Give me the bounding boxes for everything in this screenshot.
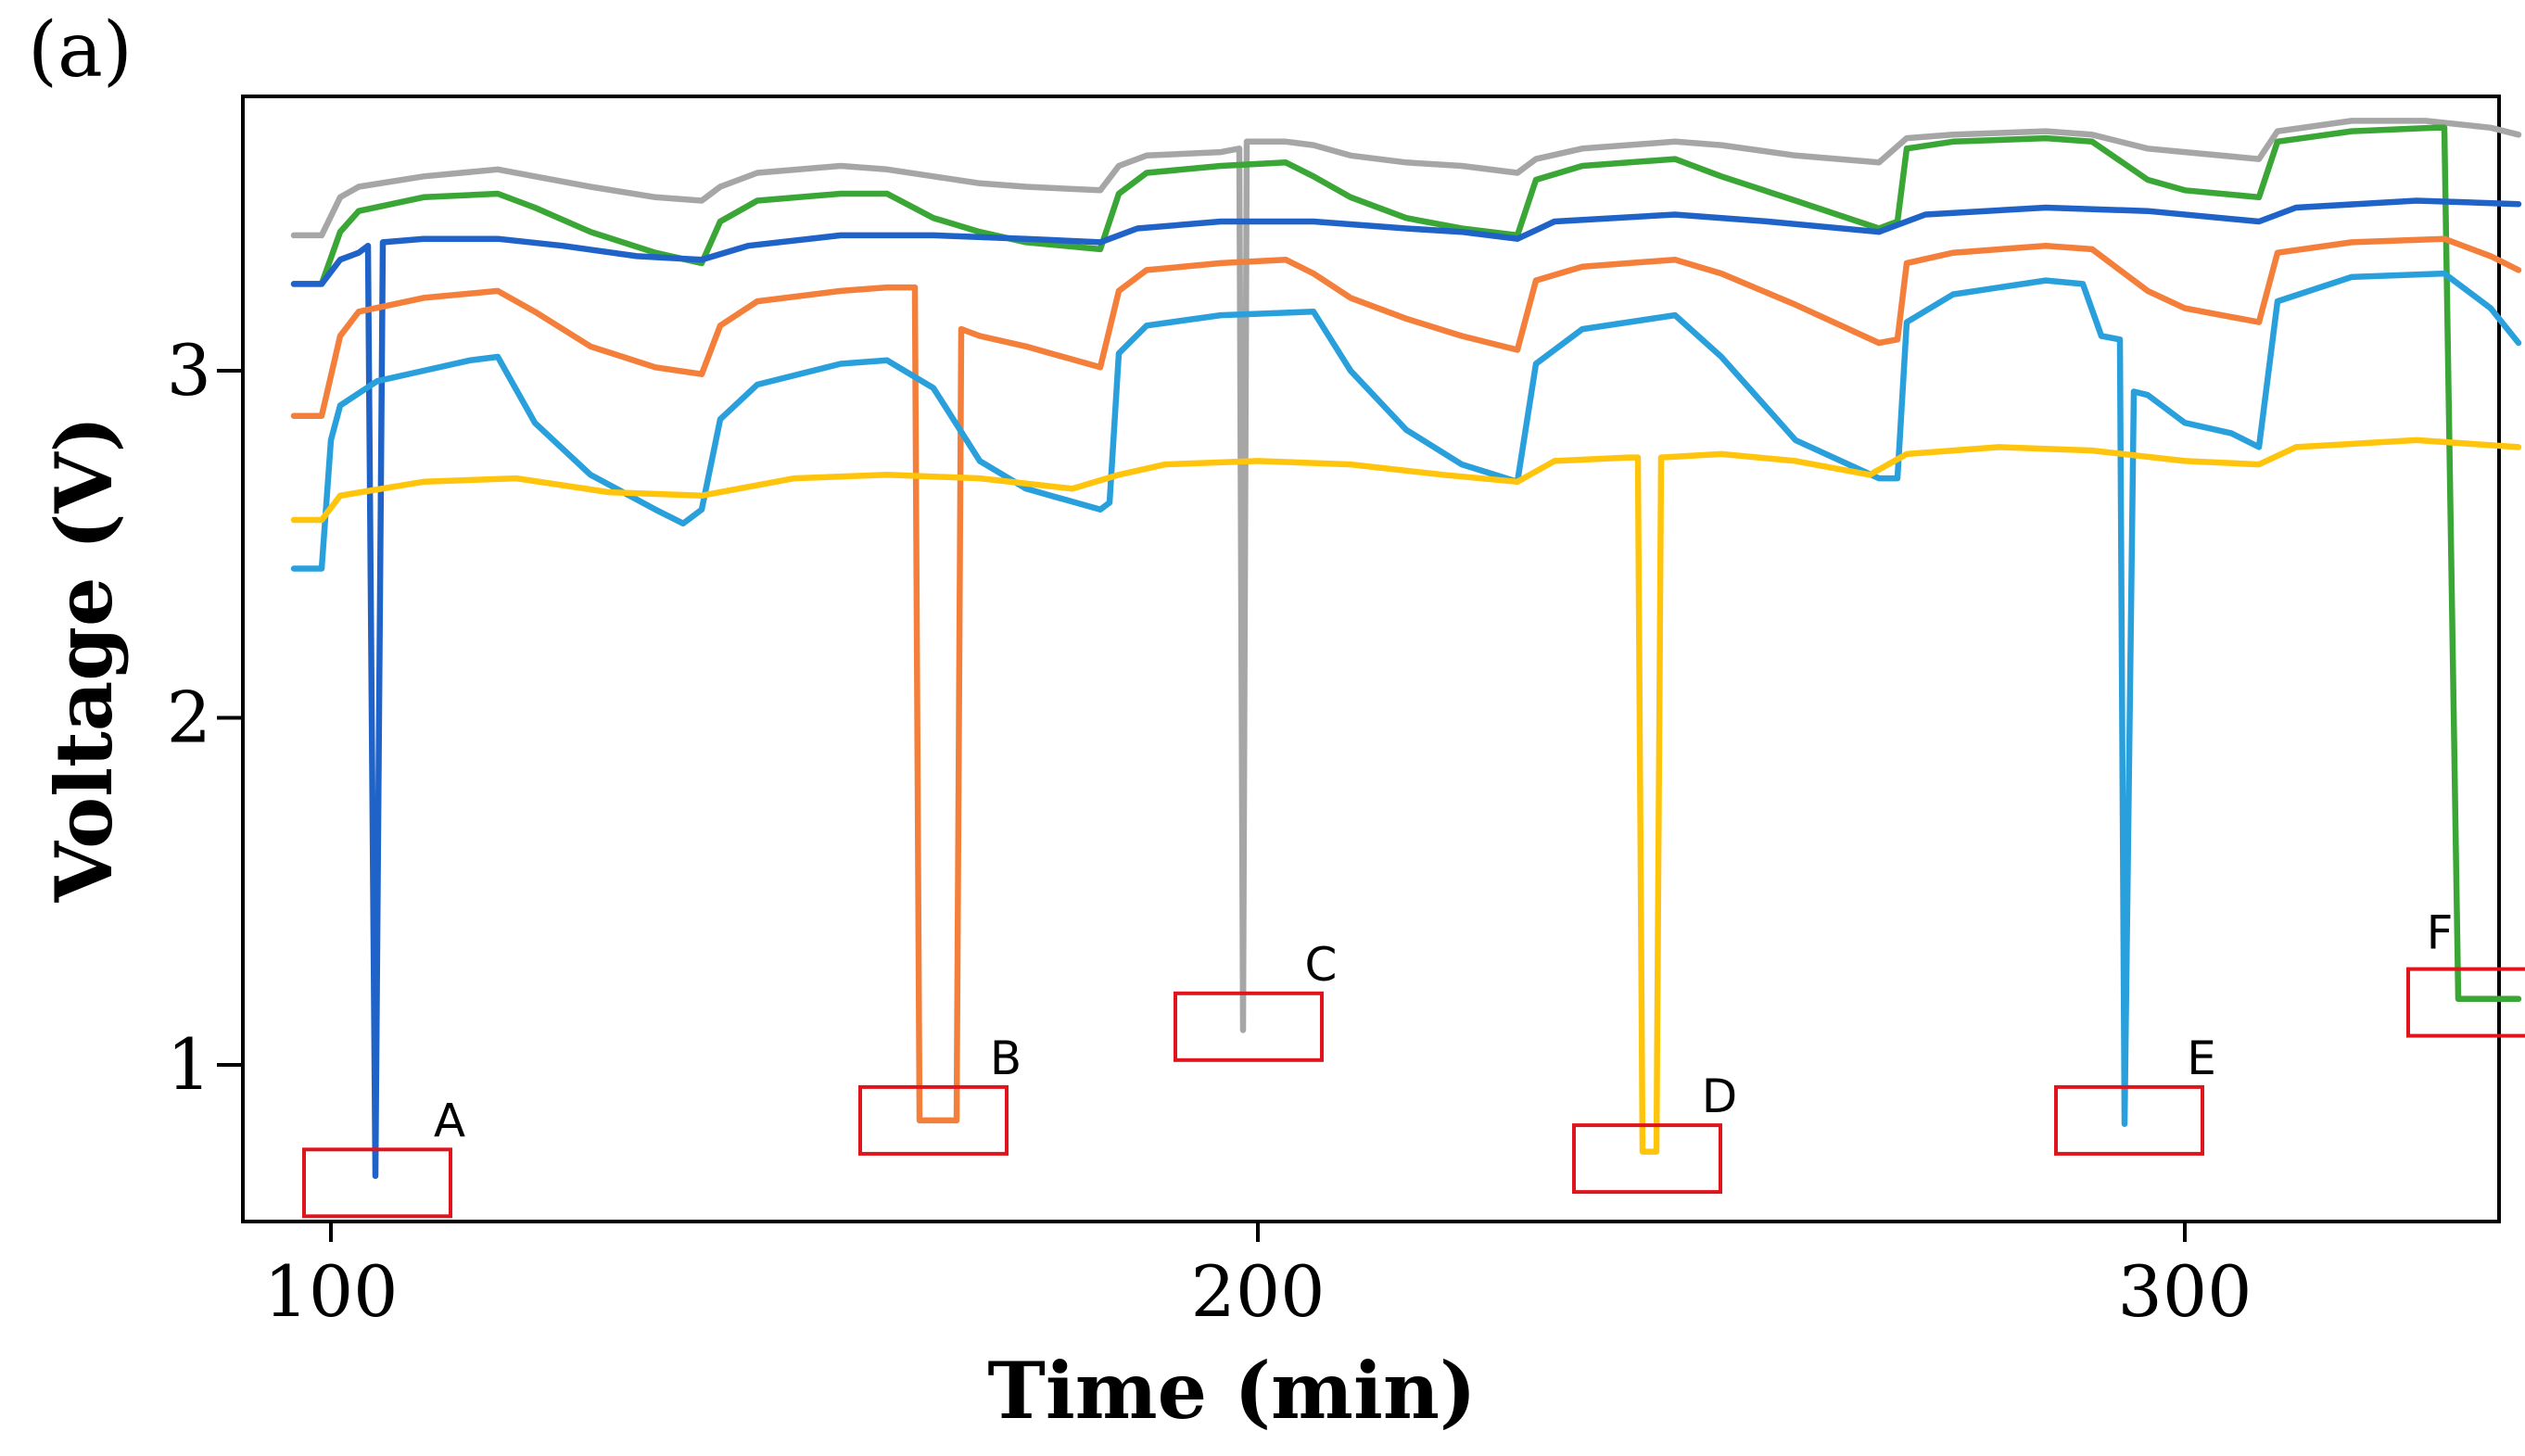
y-tick-label: 3 xyxy=(167,329,211,411)
marker-label-f: F xyxy=(2427,906,2454,960)
series-layer xyxy=(290,118,2522,1180)
y-tick-label: 1 xyxy=(167,1023,211,1106)
axis-layer: 100 200 300 1 2 3 xyxy=(167,329,2252,1333)
marker-box-c xyxy=(1174,991,1324,1062)
marker-label-d: D xyxy=(1702,1070,1738,1123)
marker-box-f xyxy=(2406,967,2525,1038)
series-line-lightblue xyxy=(290,270,2522,1127)
marker-label-b: B xyxy=(990,1032,1021,1085)
x-tick-label: 100 xyxy=(263,1250,398,1333)
marker-box-b xyxy=(858,1084,1009,1156)
annotation-layer: A B C D E F xyxy=(302,906,2525,1219)
x-tick-label: 300 xyxy=(2117,1250,2252,1333)
marker-box-d xyxy=(1572,1123,1722,1195)
y-axis-title: Voltage (V) xyxy=(38,416,130,904)
marker-label-e: E xyxy=(2187,1032,2216,1085)
marker-label-a: A xyxy=(434,1094,465,1147)
x-axis-title: Time (min) xyxy=(987,1345,1476,1437)
x-tick-label: 200 xyxy=(1190,1250,1325,1333)
series-line-orange xyxy=(290,235,2522,1124)
plot-frame xyxy=(241,95,2501,1223)
marker-box-e xyxy=(2054,1084,2204,1156)
series-line-green xyxy=(290,124,2522,1003)
panel-label: (a) xyxy=(28,6,133,95)
series-line-yellow xyxy=(290,437,2522,1155)
y-tick-label: 2 xyxy=(167,677,211,759)
series-line-gray xyxy=(290,118,2522,1033)
marker-box-a xyxy=(302,1147,452,1219)
marker-label-c: C xyxy=(1305,938,1338,992)
series-line-darkblue xyxy=(290,197,2522,1180)
